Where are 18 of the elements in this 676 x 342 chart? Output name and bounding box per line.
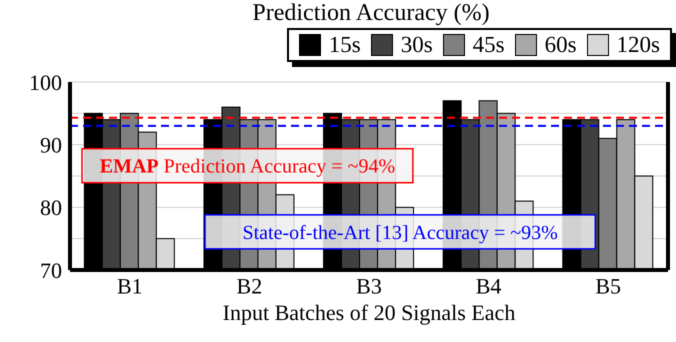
legend-label: 120s — [616, 32, 660, 58]
y-tick-label: 70 — [40, 258, 62, 283]
legend-label: 15s — [328, 32, 361, 58]
x-tick-label: B5 — [595, 274, 622, 299]
x-tick-label: B1 — [116, 274, 143, 299]
legend-label: 45s — [472, 32, 505, 58]
y-tick-label: 80 — [40, 195, 62, 220]
ref-line-label: State-of-the-Art [13] Accuracy = ~93% — [242, 222, 558, 244]
x-tick-label: B3 — [356, 274, 382, 299]
y-tick-label: 100 — [29, 70, 62, 95]
x-tick-label: B2 — [236, 274, 262, 299]
chart-title: Prediction Accuracy (%) — [251, 0, 491, 27]
ref-line-label: EMAP Prediction Accuracy = ~94% — [100, 156, 396, 178]
x-tick-label: B4 — [476, 274, 502, 299]
legend-label: 30s — [400, 32, 433, 58]
y-tick-label: 90 — [40, 132, 62, 158]
legend-label: 60s — [544, 32, 577, 58]
x-axis-title: Input Batches of 20 Signals Each — [222, 300, 516, 325]
